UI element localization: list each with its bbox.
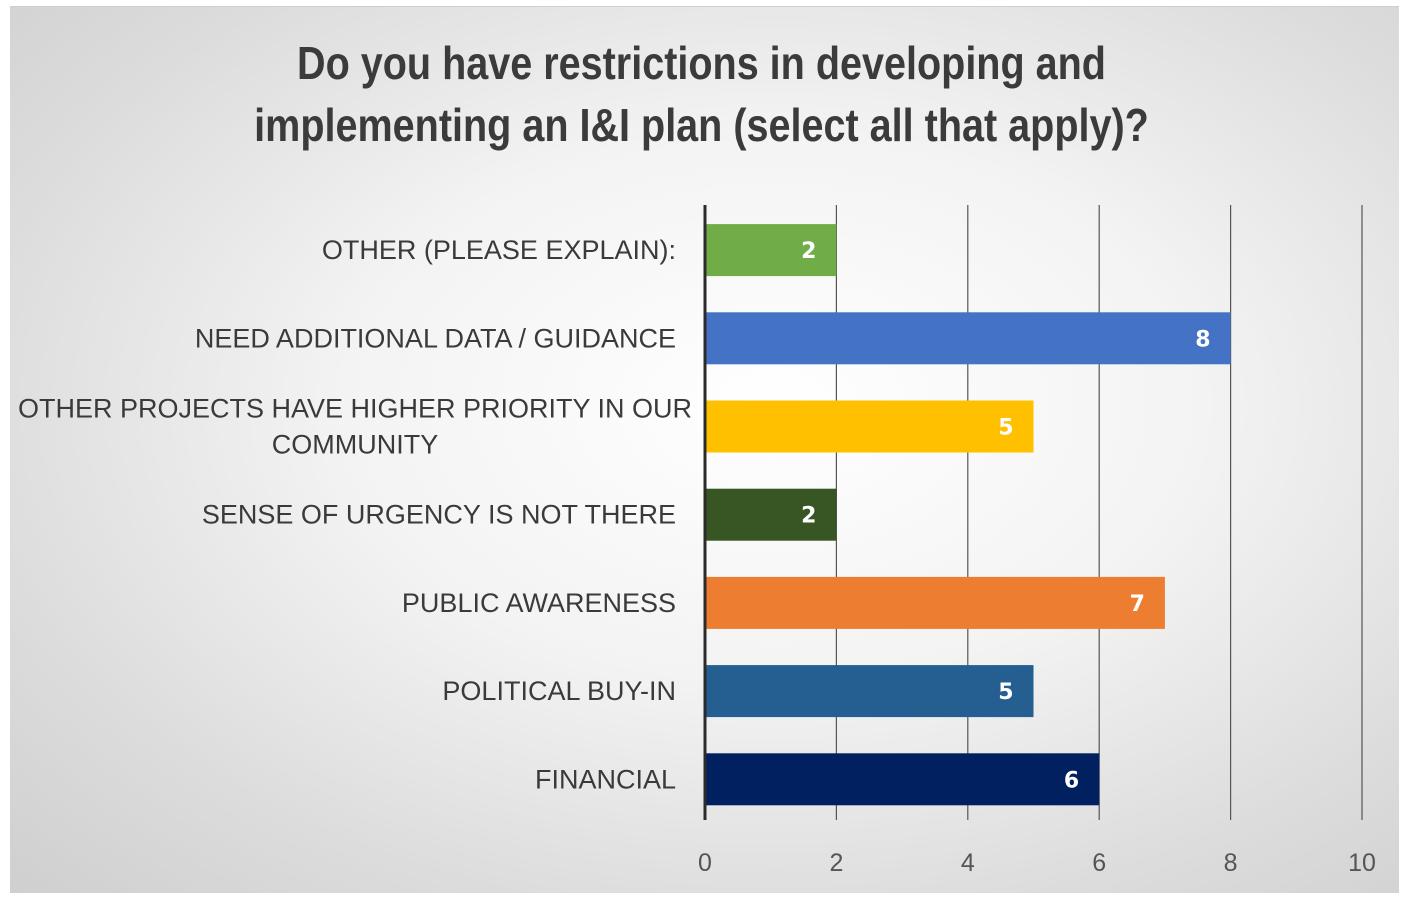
category-label-2: NEED ADDITIONAL DATA / GUIDANCE <box>195 323 676 353</box>
category-label-3: OTHER PROJECTS HAVE HIGHER PRIORITY IN O… <box>18 394 692 460</box>
bar-3 <box>705 400 1034 453</box>
bar-value-label-7: 6 <box>1064 768 1079 793</box>
bar-6 <box>705 665 1034 718</box>
x-tick-label-8: 8 <box>1224 849 1238 877</box>
bar-value-label-6: 5 <box>998 680 1013 705</box>
bar-2 <box>705 312 1231 365</box>
category-label-line: OTHER (PLEASE EXPLAIN): <box>322 235 676 265</box>
chart-title-line-2: implementing an I&I plan (select all tha… <box>254 99 1149 151</box>
bar-value-label-4: 2 <box>801 504 816 529</box>
category-label-line: OTHER PROJECTS HAVE HIGHER PRIORITY IN O… <box>18 394 692 424</box>
bar-7 <box>705 753 1100 806</box>
bars <box>705 224 1231 806</box>
x-tick-label-10: 10 <box>1348 849 1376 877</box>
category-label-5: PUBLIC AWARENESS <box>402 588 676 618</box>
category-label-line: SENSE OF URGENCY IS NOT THERE <box>202 500 676 530</box>
category-label-line: FINANCIAL <box>535 764 676 794</box>
category-label-6: POLITICAL BUY-IN <box>442 676 676 706</box>
x-tick-label-2: 2 <box>829 849 843 877</box>
category-label-line: POLITICAL BUY-IN <box>442 676 676 706</box>
category-label-7: FINANCIAL <box>535 764 676 794</box>
category-label-4: SENSE OF URGENCY IS NOT THERE <box>202 500 676 530</box>
chart-title: Do you have restrictions in developing a… <box>98 32 1305 156</box>
bar-value-label-3: 5 <box>998 416 1013 441</box>
category-label-line: COMMUNITY <box>272 430 438 460</box>
x-tick-label-6: 6 <box>1092 849 1106 877</box>
x-tick-label-0: 0 <box>698 849 712 877</box>
bar-value-label-5: 7 <box>1130 592 1145 617</box>
bar-4 <box>705 488 837 541</box>
labels: 0 2 4 6 8 10 2 OTHER (PLEASE EXPLAIN): 8 NEED ADD… <box>18 235 1376 877</box>
bar-5 <box>705 576 1165 629</box>
chart-title-line-1: Do you have restrictions in developing a… <box>297 37 1106 89</box>
bar-value-label-1: 2 <box>801 239 816 264</box>
category-label-line: PUBLIC AWARENESS <box>402 588 676 618</box>
bar-1 <box>705 224 837 277</box>
category-label-1: OTHER (PLEASE EXPLAIN): <box>322 235 676 265</box>
bar-value-label-2: 8 <box>1195 327 1210 352</box>
category-label-line: NEED ADDITIONAL DATA / GUIDANCE <box>195 323 676 353</box>
x-tick-label-4: 4 <box>961 849 975 877</box>
gridlines <box>835 205 1363 820</box>
